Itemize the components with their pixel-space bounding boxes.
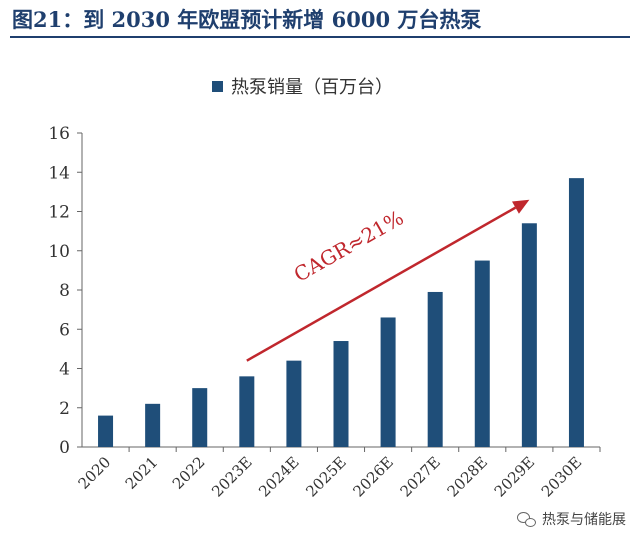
wechat-icon — [517, 511, 537, 527]
y-tick-label: 12 — [48, 203, 70, 223]
watermark-text: 热泵与储能展 — [542, 512, 626, 528]
x-tick-label: 2020 — [75, 453, 115, 493]
title-divider — [10, 36, 630, 38]
x-tick-label: 2023E — [208, 453, 255, 500]
bar — [145, 403, 161, 447]
x-tick-label: 2024E — [255, 453, 302, 500]
bar — [521, 223, 537, 447]
y-tick-label: 0 — [59, 438, 70, 458]
x-tick-label: 2021 — [122, 453, 162, 493]
legend-swatch — [212, 80, 223, 92]
y-tick-label: 6 — [59, 320, 70, 340]
y-tick-label: 8 — [59, 281, 70, 301]
bar — [474, 260, 490, 447]
x-tick-label: 2025E — [302, 453, 349, 500]
bar — [380, 317, 396, 447]
watermark: 热泵与储能展 — [517, 509, 626, 529]
cagr-arrow-head — [511, 199, 530, 214]
bar — [286, 360, 302, 447]
bar — [427, 291, 443, 447]
title-bar: 图21：到 2030 年欧盟预计新增 6000 万台热泵 — [0, 0, 640, 40]
y-tick-label: 4 — [59, 360, 70, 380]
bar — [568, 178, 584, 447]
x-tick-label: 2028E — [444, 453, 491, 500]
x-tick-label: 2027E — [397, 453, 444, 500]
chart-legend: 热泵销量（百万台） — [212, 74, 393, 98]
figure-title: 图21：到 2030 年欧盟预计新增 6000 万台热泵 — [12, 7, 482, 32]
x-tick-label: 2022 — [169, 453, 209, 493]
x-tick-label: 2026E — [349, 453, 396, 500]
x-tick-label: 2030E — [538, 453, 585, 500]
bar — [192, 388, 208, 447]
x-tick-label: 2029E — [491, 453, 538, 500]
y-tick-label: 2 — [59, 399, 70, 419]
y-tick-label: 10 — [48, 242, 70, 262]
y-tick-label: 16 — [48, 124, 70, 144]
bar — [98, 415, 114, 447]
y-tick-label: 14 — [48, 163, 70, 183]
cagr-arrow-line — [246, 206, 517, 362]
cagr-label: CAGR≈21% — [290, 205, 408, 286]
bar — [333, 341, 349, 447]
legend-label: 热泵销量（百万台） — [231, 77, 393, 98]
bar — [239, 376, 255, 447]
